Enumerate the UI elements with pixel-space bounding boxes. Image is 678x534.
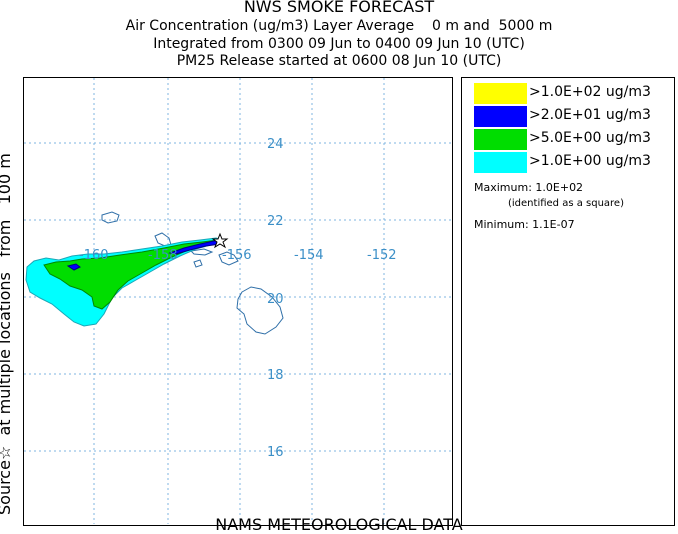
lon-label: -152 xyxy=(367,248,397,263)
lon-label: -156 xyxy=(222,248,252,263)
oahu-coast xyxy=(154,232,172,247)
map-canvas: -160 -158 -156 -154 -152 24 22 20 18 16 xyxy=(24,78,451,524)
legend-label: >5.0E+00 ug/m3 xyxy=(529,130,651,146)
forecast-title: NWS SMOKE FORECAST xyxy=(243,0,435,16)
plume-blue-spot xyxy=(66,263,81,271)
molokai-coast xyxy=(189,248,214,256)
legend-label: >1.0E+02 ug/m3 xyxy=(529,84,651,100)
maximum-note: (identified as a square) xyxy=(508,198,624,209)
source-side-label: Source☆ at multiple locations from 100 m xyxy=(0,153,14,515)
meteorological-data-label: NAMS METEOROLOGICAL DATA xyxy=(215,515,463,534)
lon-label: -158 xyxy=(148,248,178,263)
lat-label: 22 xyxy=(267,214,284,229)
legend-label: >1.0E+00 ug/m3 xyxy=(529,153,651,169)
maximum-value: Maximum: 1.0E+02 xyxy=(474,181,584,194)
legend-swatch-yellow xyxy=(474,83,527,104)
niihau-coast xyxy=(101,211,120,224)
lanai-coast xyxy=(193,259,203,268)
legend-swatch-cyan xyxy=(474,152,527,173)
lat-label: 20 xyxy=(267,292,284,307)
legend-panel: >1.0E+02 ug/m3 >2.0E+01 ug/m3 >5.0E+00 u… xyxy=(461,77,675,526)
lat-label: 24 xyxy=(267,137,284,152)
big-island-coast xyxy=(236,286,284,335)
lat-label: 18 xyxy=(267,368,284,383)
legend-entry: >1.0E+00 ug/m3 xyxy=(474,152,674,173)
plume-green xyxy=(43,239,219,310)
legend-entry: >5.0E+00 ug/m3 xyxy=(474,129,674,150)
integration-period: Integrated from 0300 09 Jun to 0400 09 J… xyxy=(153,36,525,52)
lon-label: -160 xyxy=(79,248,109,263)
coastlines xyxy=(56,211,284,335)
maui-coast xyxy=(218,251,239,266)
legend-entry: >1.0E+02 ug/m3 xyxy=(474,83,674,104)
map-panel: -160 -158 -156 -154 -152 24 22 20 18 16 xyxy=(23,77,453,526)
source-star-icon xyxy=(211,232,229,249)
concentration-subtitle: Air Concentration (ug/m3) Layer Average … xyxy=(125,18,553,34)
lat-label: 16 xyxy=(267,445,284,460)
lon-label: -154 xyxy=(294,248,324,263)
legend-swatch-green xyxy=(474,129,527,150)
legend-swatch-blue xyxy=(474,106,527,127)
release-start: PM25 Release started at 0600 08 Jun 10 (… xyxy=(176,53,502,69)
minimum-value: Minimum: 1.1E-07 xyxy=(474,218,575,231)
legend-label: >2.0E+01 ug/m3 xyxy=(529,107,651,123)
legend-entry: >2.0E+01 ug/m3 xyxy=(474,106,674,127)
